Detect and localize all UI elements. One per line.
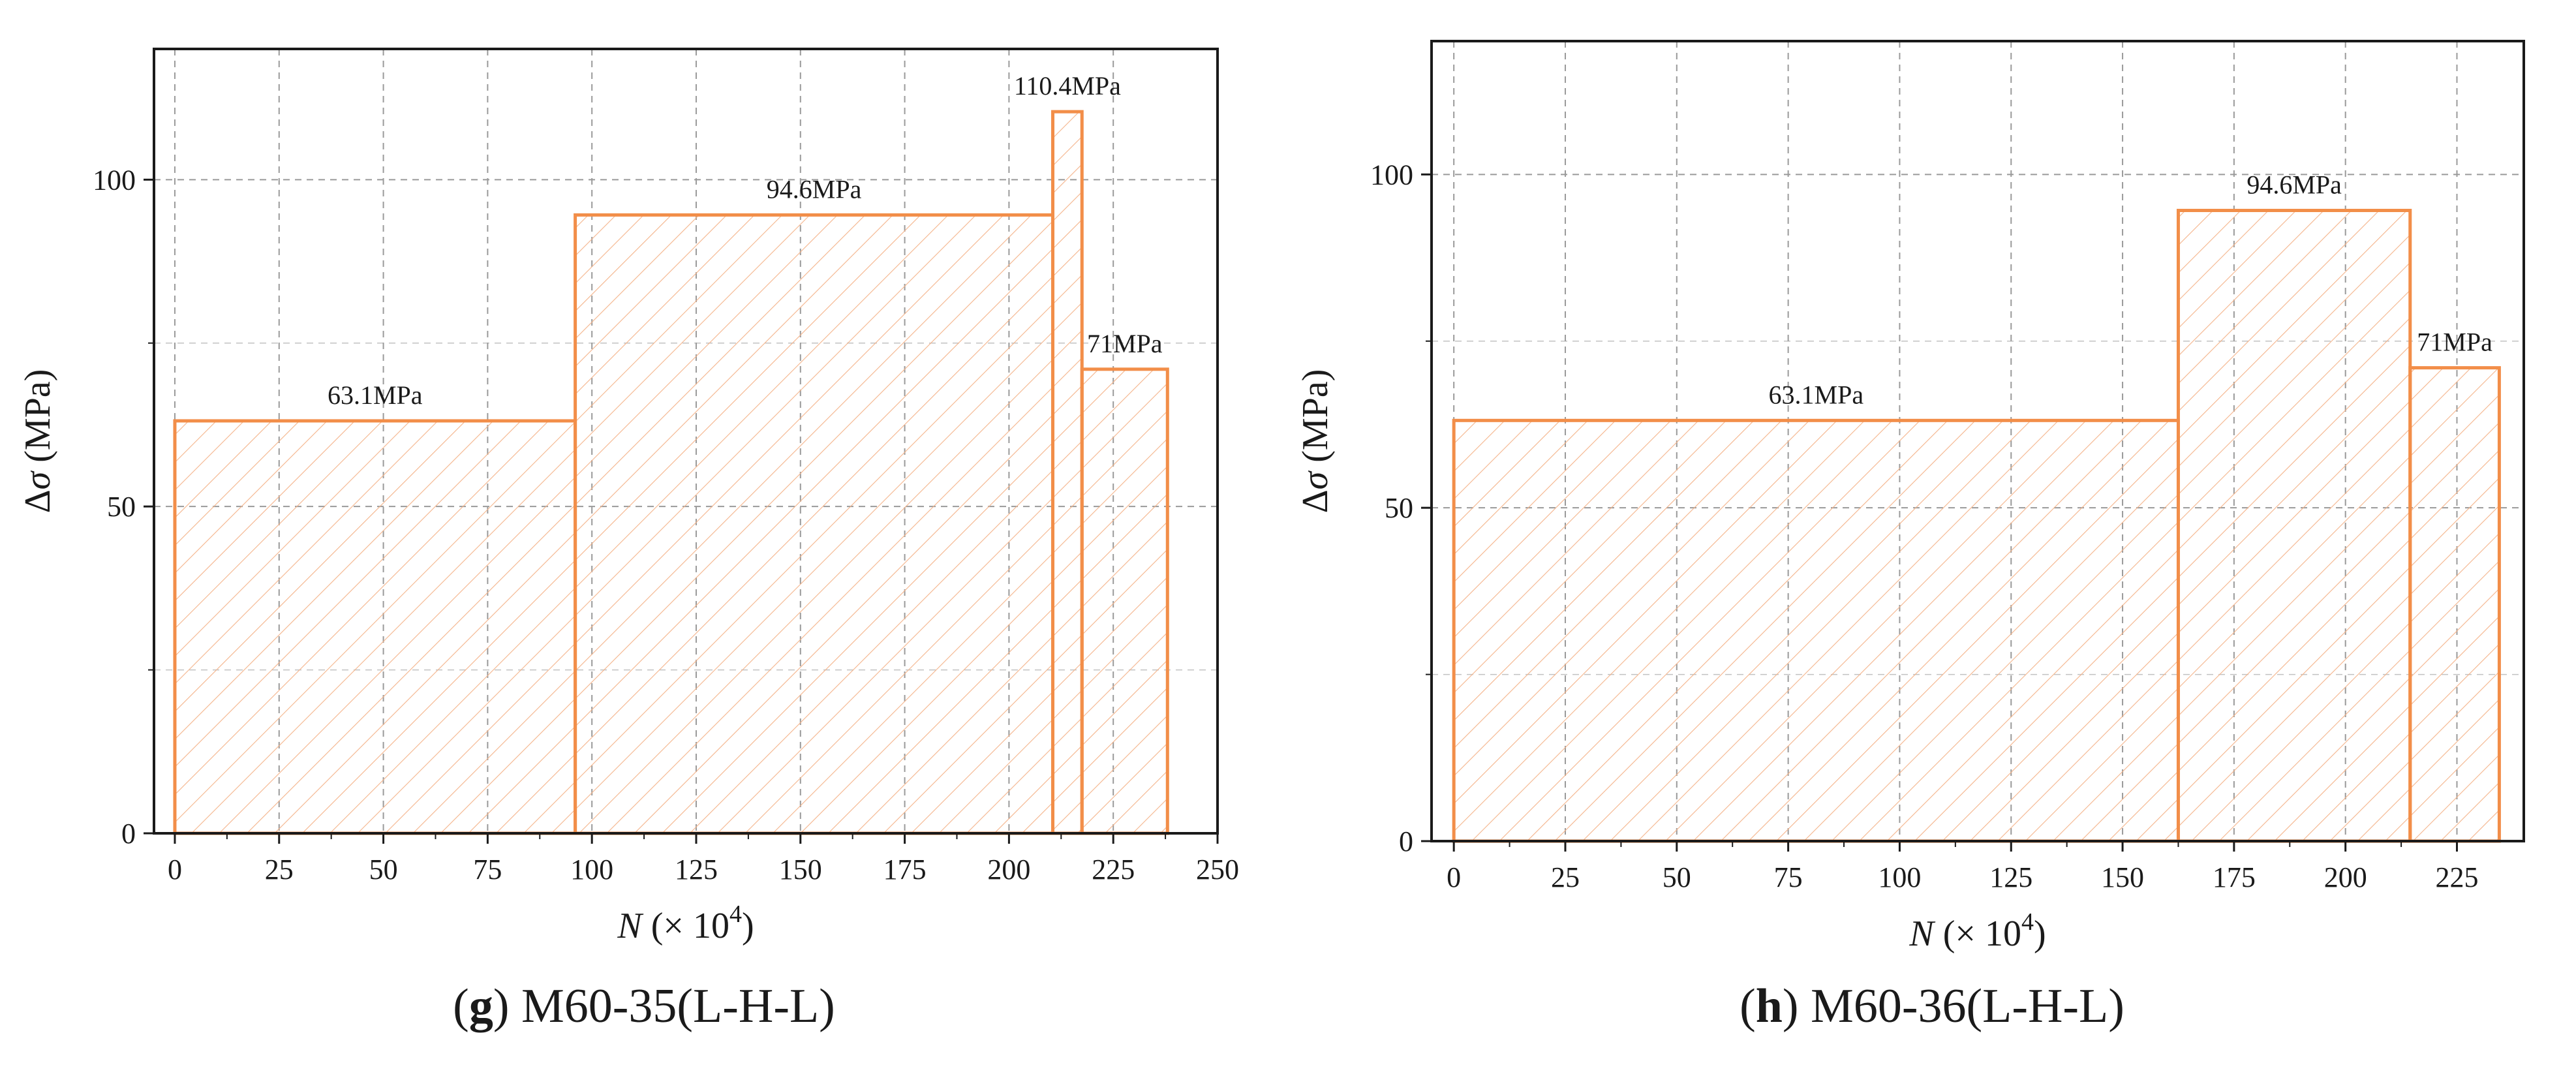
y-tick-label-h: 0 [1399, 825, 1413, 857]
x-axis-title-rest-h: (× 10 [1934, 914, 2021, 954]
x-tick-label-g: 75 [473, 854, 502, 886]
y-axis-title-var-h: σ [1295, 470, 1336, 489]
y-axis-title-var-g: σ [18, 470, 58, 489]
x-tick-label-g: 50 [369, 854, 398, 886]
bar-h-1 [2176, 209, 2412, 843]
x-axis-title-close-g: ) [742, 906, 754, 946]
x-tick-label-g: 175 [883, 854, 927, 886]
x-ticks-h: 0 25 50 75 100 125 150 175 200 225 [1447, 841, 2479, 893]
x-tick-label-h: 100 [1878, 861, 1921, 893]
x-tick-label-h: 0 [1447, 861, 1461, 893]
bar-h-0 [1452, 418, 2180, 843]
x-tick-label-h: 25 [1551, 861, 1580, 893]
x-axis-title-g: N (× 104) [617, 901, 754, 946]
x-axis-title-exp-h: 4 [2021, 908, 2034, 936]
x-tick-label-h: 125 [1989, 861, 2032, 893]
caption-h-text: M60-36(L-H-L) [1811, 979, 2124, 1033]
x-tick-label-h: 200 [2324, 861, 2367, 893]
x-axis-title-exp-g: 4 [729, 901, 742, 928]
bar-g-0 [173, 419, 577, 835]
bar-label-g-2: 110.4MPa [1014, 71, 1121, 100]
y-axis-title-rest-g: (MPa) [18, 369, 58, 472]
bars-h [1452, 209, 2501, 843]
bar-g-2 [1051, 110, 1084, 835]
y-tick-label-g: 0 [121, 818, 136, 850]
bar-label-h-1: 94.6MPa [2246, 170, 2342, 200]
bar-labels-g: 63.1MPa 94.6MPa 110.4MPa 71MPa [328, 71, 1163, 410]
x-tick-label-g: 100 [570, 854, 613, 886]
x-axis-title-close-h: ) [2034, 914, 2046, 954]
y-axis-title-prefix-h: Δ [1295, 489, 1336, 513]
caption-h: (h) M60-36(L-H-L) [1740, 979, 2124, 1033]
caption-g-letter: g [468, 979, 493, 1033]
x-tick-label-g: 250 [1196, 854, 1239, 886]
bar-g-3 [1080, 367, 1169, 835]
x-tick-label-h: 50 [1663, 861, 1691, 893]
y-ticks-h: 0 50 100 [1370, 159, 1432, 857]
y-axis-title-g: Δσ (MPa) [18, 369, 58, 514]
plot-frame-g [153, 48, 1219, 835]
y-axis-title-rest-h: (MPa) [1295, 369, 1336, 472]
bar-label-g-0: 63.1MPa [328, 380, 423, 410]
bars-g [173, 110, 1169, 835]
x-tick-label-h: 225 [2436, 861, 2479, 893]
x-tick-label-g: 150 [779, 854, 822, 886]
x-axis-title-h: N (× 104) [1909, 908, 2046, 954]
x-axis-title-rest-g: (× 10 [642, 906, 729, 946]
x-tick-label-g: 0 [168, 854, 182, 886]
y-tick-label-h: 50 [1385, 492, 1413, 524]
bar-label-h-0: 63.1MPa [1769, 380, 1864, 409]
x-tick-label-h: 175 [2213, 861, 2256, 893]
x-tick-label-g: 225 [1092, 854, 1135, 886]
x-axis-title-var-h: N [1909, 914, 1935, 954]
plot-frame-h [1430, 40, 2525, 842]
y-axis-title-h: Δσ (MPa) [1295, 369, 1336, 514]
bar-labels-h: 63.1MPa 94.6MPa 71MPa [1769, 170, 2493, 410]
caption-h-letter: h [1755, 979, 1783, 1033]
y-axis-title-prefix-g: Δ [18, 489, 58, 513]
x-tick-label-g: 125 [675, 854, 718, 886]
bar-label-h-2: 71MPa [2417, 328, 2492, 357]
bar-label-g-1: 94.6MPa [767, 174, 862, 204]
chart-g: 63.1MPa 94.6MPa 110.4MPa 71MPa 0 25 50 75 100 125… [18, 48, 1239, 946]
y-tick-label-g: 100 [93, 164, 136, 196]
caption-g-text: M60-35(L-H-L) [521, 979, 835, 1033]
caption-g: (g) M60-35(L-H-L) [453, 979, 835, 1033]
y-tick-label-g: 50 [107, 491, 136, 523]
x-tick-label-h: 75 [1774, 861, 1803, 893]
x-axis-title-var-g: N [617, 906, 643, 946]
x-tick-label-h: 150 [2101, 861, 2144, 893]
x-tick-label-g: 200 [987, 854, 1030, 886]
y-ticks-g: 0 50 100 [93, 164, 154, 850]
bar-label-g-3: 71MPa [1087, 329, 1163, 358]
x-tick-label-g: 25 [265, 854, 294, 886]
bar-g-1 [574, 213, 1055, 835]
bar-h-2 [2408, 366, 2501, 843]
chart-h: 63.1MPa 94.6MPa 71MPa 0 25 50 75 100 125 150 175 20… [1295, 40, 2525, 954]
x-ticks-g: 0 25 50 75 100 125 150 175 200 225 250 [168, 833, 1239, 886]
y-tick-label-h: 100 [1370, 159, 1413, 191]
